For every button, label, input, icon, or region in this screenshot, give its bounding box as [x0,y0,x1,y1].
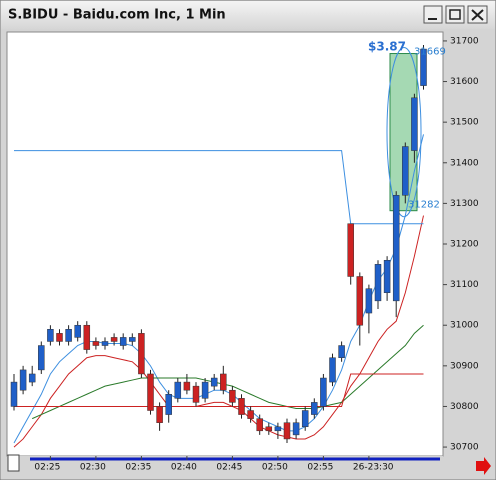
candle-body [311,402,318,415]
candle-body [383,259,391,293]
candle-body [165,394,172,415]
candle-body [156,406,163,423]
candle-body [301,410,309,428]
candle-body [347,223,354,277]
y-tick-label: 31000 [450,321,479,331]
overlay-line [13,215,424,448]
candle-body [374,264,382,302]
candle-body [229,389,236,403]
minimize-button[interactable] [423,5,443,24]
candle-body [119,337,127,346]
candle-body [238,398,245,415]
candle-body [292,422,300,436]
candle-body [338,345,345,358]
y-tick-label: 31600 [450,77,479,87]
highlight-high-label: 31669 [414,47,446,58]
candle-body [365,288,373,314]
candle-body [274,426,282,432]
candle-body [110,337,118,342]
candle-body [420,48,427,86]
plot-area [6,31,444,457]
candle-body [74,324,81,338]
y-tick-label: 31200 [450,240,479,250]
x-tick-label: 26-23:30 [353,463,394,473]
window-buttons[interactable] [423,5,488,24]
candle-body [392,195,400,302]
candle-body [138,333,145,375]
overlay-line [14,150,424,225]
window-title: S.BIDU - Baidu.com Inc, 1 Min [8,8,226,23]
y-tick-label: 31100 [450,280,479,290]
y-tick-label: 30800 [450,402,479,412]
candle-body [201,381,209,399]
candle-body [411,97,418,151]
scroll-handle[interactable] [7,454,20,472]
candle-body [210,377,218,387]
candle-body [247,410,254,419]
x-tick-label: 02:40 [171,463,197,473]
x-tick-label: 02:25 [34,463,60,473]
candle-body [283,422,291,440]
y-tick-label: 30900 [450,361,479,371]
x-tick-label: 02:55 [307,463,333,473]
highlight-ellipse [386,47,422,218]
y-tick-label: 31700 [450,36,479,46]
candle-body [402,146,409,196]
candle-body [65,329,72,342]
candle-body [256,418,263,432]
candle-body [265,426,273,432]
candle-body [220,373,227,391]
x-tick-label: 02:45 [216,463,242,473]
candle-body [320,377,327,407]
overlay-line [13,134,424,444]
candle-body [147,373,154,411]
overlay-line [14,373,424,407]
candle-body [174,381,182,399]
candle-body [129,337,136,342]
candle-body [183,381,191,391]
y-tick-label: 31500 [450,118,479,128]
candle-body [356,276,364,326]
highlight-low-label: 31282 [408,200,440,211]
highlight-label: $3.87 [368,40,406,54]
candle-body [19,369,27,391]
candle-body [329,357,336,383]
candle-body [101,341,109,346]
x-tick-label: 02:35 [125,463,151,473]
maximize-button[interactable] [445,5,465,24]
title-bar [1,1,495,29]
candle-body [10,381,18,407]
candle-body [56,333,63,342]
candle-body [38,345,45,371]
y-tick-label: 31400 [450,158,479,168]
y-tick-label: 30700 [450,443,479,453]
candle-body [192,385,200,403]
candle-body [92,341,100,346]
y-tick-label: 31300 [450,199,479,209]
candle-body [83,324,91,350]
x-tick-label: 02:50 [262,463,288,473]
scroll-right-arrow[interactable] [476,457,491,475]
candle-body [47,329,54,342]
x-tick-label: 02:30 [80,463,106,473]
candle-body [28,373,36,383]
overlay-line [31,324,424,420]
